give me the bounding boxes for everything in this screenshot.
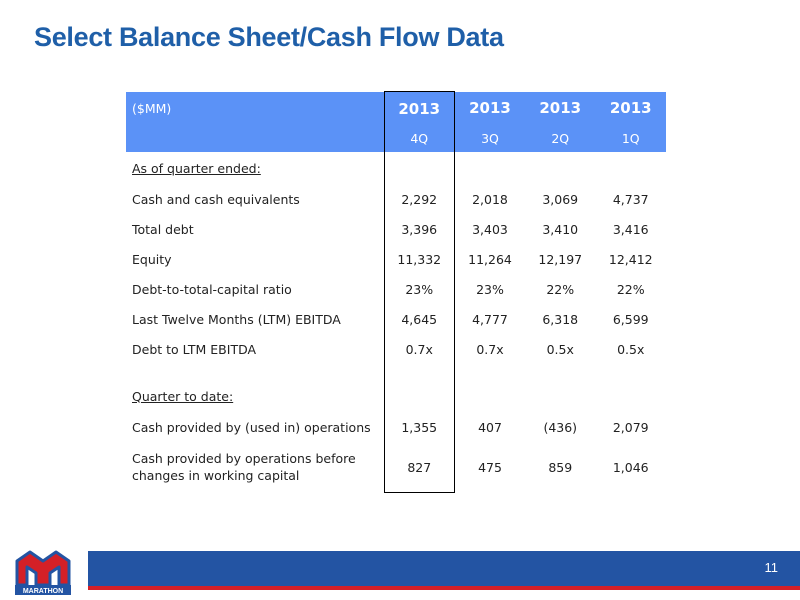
cell-value: 23% (476, 281, 504, 297)
quarter-header: 1Q (595, 125, 666, 152)
cell-value: 11,332 (383, 244, 455, 274)
balance-sheet-table: ($MM) 2013 2013 2013 2013 4Q 3Q 2Q 1Q As… (126, 91, 667, 493)
row-label: Cash provided by operations before chang… (132, 451, 356, 484)
cell-value: 475 (478, 459, 502, 475)
table-row: Equity 11,332 11,264 12,197 12,412 (126, 244, 666, 274)
cell-value: 2,292 (383, 184, 455, 214)
footer-band: 11 (88, 551, 800, 590)
cell-value: 6,318 (542, 311, 579, 327)
cell-value: 1,355 (383, 412, 455, 442)
cell-value: 3,403 (472, 221, 508, 237)
row-label: Last Twelve Months (LTM) EBITDA (132, 311, 341, 327)
section-heading: Quarter to date: (132, 388, 234, 404)
cell-value: 6,599 (612, 311, 649, 327)
marathon-logo: MARATHON (15, 550, 71, 595)
quarter-header: 2Q (525, 125, 596, 152)
cell-value: 4,645 (383, 304, 455, 334)
cell-value: 407 (478, 419, 502, 435)
cell-value: 12,412 (608, 251, 653, 267)
section-heading: As of quarter ended: (132, 160, 261, 176)
logo-wordmark: MARATHON (23, 588, 63, 595)
year-header: 2013 (595, 91, 666, 125)
table-row: Cash and cash equivalents 2,292 2,018 3,… (126, 184, 666, 214)
cell-value: 2,018 (472, 191, 508, 207)
cell-value: 4,737 (612, 191, 649, 207)
table-row: Cash provided by operations before chang… (126, 442, 666, 493)
cell-value: 827 (383, 442, 455, 493)
cell-value: 3,396 (383, 214, 455, 244)
header-row-years: ($MM) 2013 2013 2013 2013 (126, 91, 666, 125)
cell-value: (436) (543, 419, 578, 435)
year-header: 2013 (383, 91, 455, 125)
cell-value: 11,264 (468, 251, 512, 267)
cell-value: 3,410 (542, 221, 579, 237)
cell-value: 22% (546, 281, 575, 297)
unit-label: ($MM) (126, 91, 384, 125)
page-number: 11 (764, 560, 779, 575)
section-row: Quarter to date: (126, 380, 666, 412)
section-row: As of quarter ended: (126, 152, 666, 184)
header-blank (126, 125, 384, 152)
quarter-header: 4Q (383, 125, 455, 152)
cell-value: 0.7x (476, 341, 504, 357)
header-row-quarters: 4Q 3Q 2Q 1Q (126, 125, 666, 152)
row-label: Cash provided by (used in) operations (132, 419, 371, 435)
logo-banner (15, 585, 71, 595)
year-header: 2013 (454, 91, 525, 125)
row-label: Debt to LTM EBITDA (132, 341, 257, 357)
page-title: Select Balance Sheet/Cash Flow Data (34, 22, 504, 52)
cell-value: 2,079 (612, 419, 649, 435)
year-header: 2013 (525, 91, 596, 125)
logo-m-shape (15, 550, 71, 587)
table-row: Last Twelve Months (LTM) EBITDA 4,645 4,… (126, 304, 666, 334)
quarter-header: 3Q (454, 125, 525, 152)
cell-value: 1,046 (612, 459, 649, 475)
cell-value: 0.7x (383, 334, 455, 364)
cell-value: 12,197 (538, 251, 583, 267)
cell-value: 0.5x (546, 341, 574, 357)
row-label: Cash and cash equivalents (132, 191, 300, 207)
table-row: Cash provided by (used in) operations 1,… (126, 412, 666, 442)
balance-sheet-table-container: ($MM) 2013 2013 2013 2013 4Q 3Q 2Q 1Q As… (126, 91, 666, 493)
cell-value: 859 (548, 459, 573, 475)
cell-value: 0.5x (617, 341, 645, 357)
cell-value: 3,069 (542, 191, 579, 207)
cell-value: 23% (383, 274, 455, 304)
row-label: Equity (132, 251, 172, 267)
cell-value: 3,416 (612, 221, 649, 237)
row-label: Debt-to-total-capital ratio (132, 281, 292, 297)
spacer-row (126, 364, 666, 380)
row-label: Total debt (132, 221, 194, 237)
table-row: Total debt 3,396 3,403 3,410 3,416 (126, 214, 666, 244)
cell-value: 22% (616, 281, 645, 297)
cell-value: 4,777 (472, 311, 508, 327)
table-row: Debt to LTM EBITDA 0.7x 0.7x 0.5x 0.5x (126, 334, 666, 364)
table-row: Debt-to-total-capital ratio 23% 23% 22% … (126, 274, 666, 304)
